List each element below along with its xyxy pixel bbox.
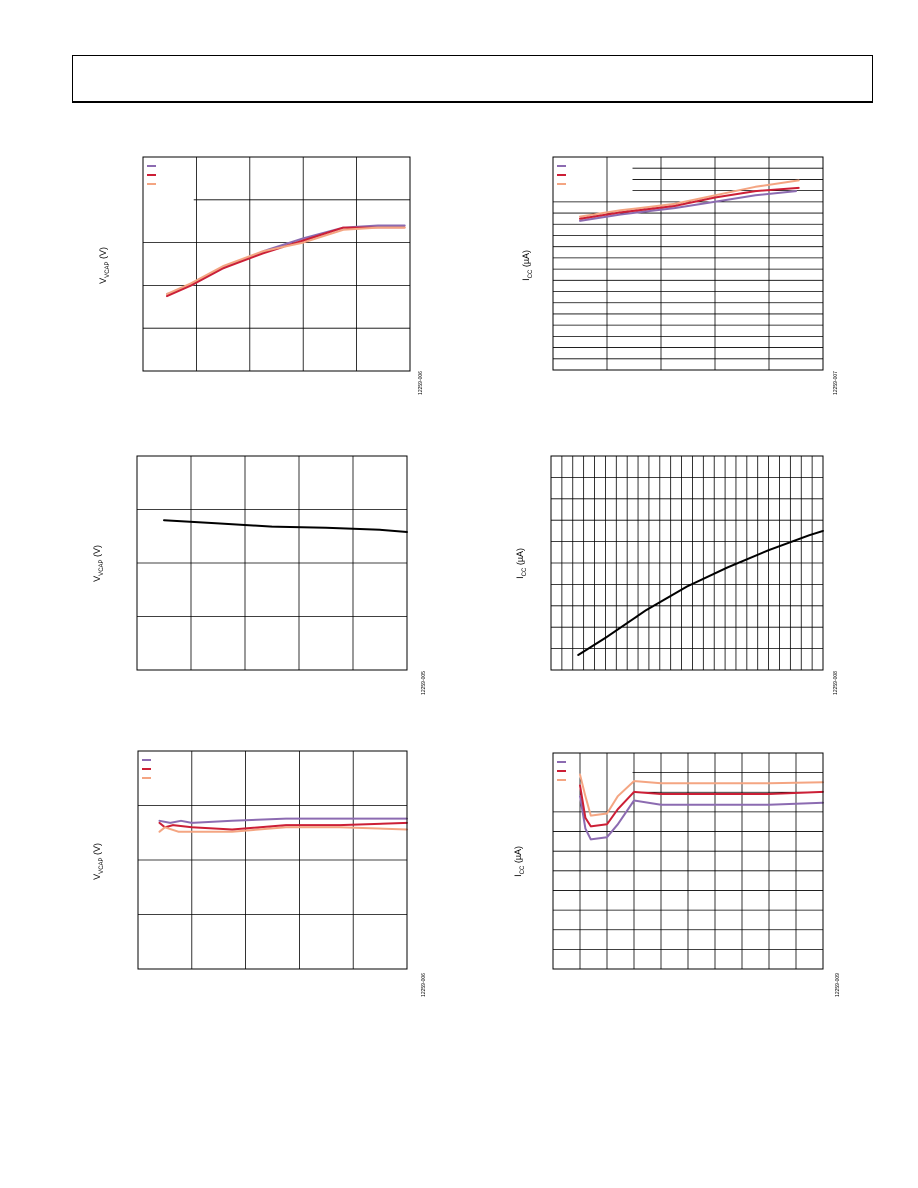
series-line-3 [158,826,408,833]
plot-area [552,752,824,970]
plot-area [136,455,408,671]
plot-area [137,750,408,970]
plot-border [136,455,408,671]
series-line-1 [166,224,406,295]
plot-area [550,455,824,671]
series-line-1 [163,519,408,533]
grid [137,456,407,670]
figure-number: 12259-006 [417,371,424,395]
figure-number: 12259-008 [832,671,839,695]
plot-area [552,156,824,371]
series-line-2 [579,186,800,220]
series-line-2 [579,784,824,828]
series-line-1 [158,817,408,824]
y-axis-label: VVCAP (V) [97,246,111,284]
legend [557,761,566,781]
figure-number: 12259-009 [834,973,841,997]
y-axis-label: ICC (µA) [512,845,526,877]
figure-number: 12259-006 [420,973,427,997]
grid [553,753,823,969]
series-line-1 [579,190,797,222]
y-axis-label: ICC (µA) [520,249,534,281]
plot-border [552,752,824,970]
series-line-3 [579,179,800,218]
series-line-2 [166,226,406,298]
figure-number: 12259-007 [832,371,839,395]
series-line-3 [166,226,406,295]
plot-border [137,750,408,970]
plot-border [552,156,824,371]
plot-area [142,156,411,372]
plot-border [142,156,411,372]
plot-border [550,455,824,671]
grid [138,751,407,969]
y-axis-label: VVCAP (V) [91,544,105,582]
legend [142,759,151,779]
series-line-1 [579,795,824,841]
series-line-3 [579,773,824,817]
figure-number: 12259-005 [420,671,427,695]
legend [557,165,566,185]
y-axis-label: VVCAP (V) [91,842,105,880]
grid [551,456,823,670]
legend [147,165,156,185]
grid [143,157,410,371]
page-header [72,55,873,103]
y-axis-label: ICC (µA) [514,547,528,579]
series-line-1 [577,529,824,656]
